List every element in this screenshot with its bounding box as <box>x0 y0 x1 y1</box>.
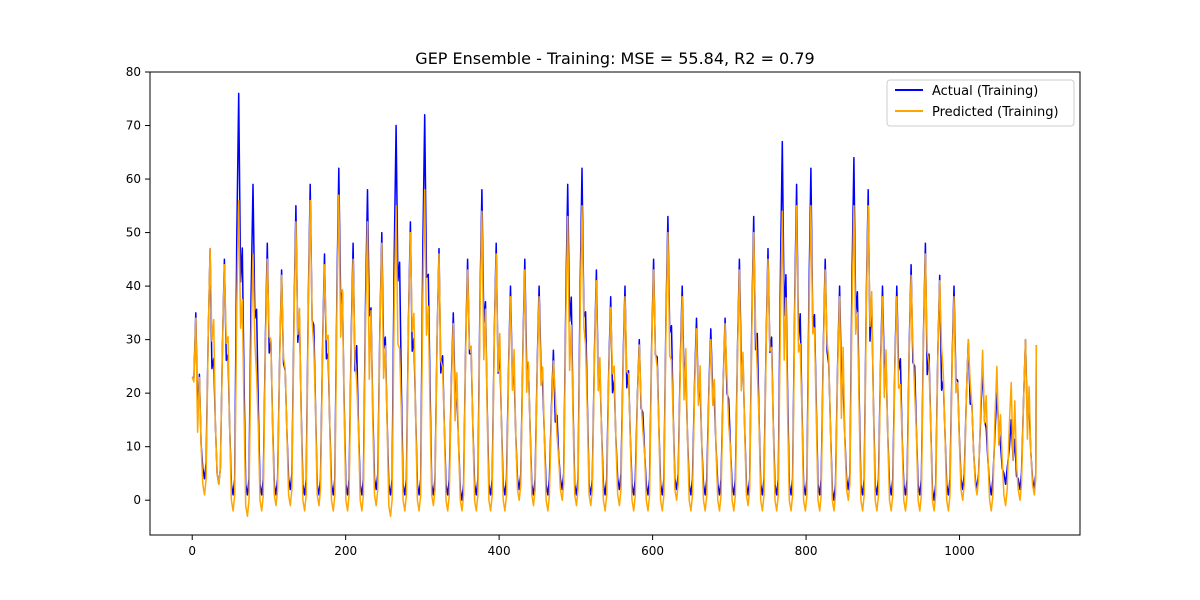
chart-title: GEP Ensemble - Training: MSE = 55.84, R2… <box>415 49 814 68</box>
x-tick-label: 0 <box>188 544 196 558</box>
y-tick-label: 80 <box>126 65 141 79</box>
legend-label-actual: Actual (Training) <box>932 84 1038 99</box>
x-tick-label: 1000 <box>944 544 975 558</box>
y-tick-label: 0 <box>133 493 141 507</box>
legend: Actual (Training) Predicted (Training) <box>886 79 1075 127</box>
x-axis-ticks: 0 200 400 600 800 1000 <box>188 535 975 558</box>
y-tick-label: 50 <box>126 226 141 240</box>
plot-area <box>149 71 1081 536</box>
axes-frame <box>149 71 1081 536</box>
x-tick-label: 400 <box>488 544 511 558</box>
series-layer <box>191 92 1038 518</box>
y-tick-label: 40 <box>126 279 141 293</box>
y-tick-label: 60 <box>126 172 141 186</box>
x-tick-label: 600 <box>641 544 664 558</box>
legend-label-predicted: Predicted (Training) <box>932 105 1059 120</box>
x-tick-label: 200 <box>334 544 357 558</box>
y-tick-label: 10 <box>126 440 141 454</box>
x-tick-label: 800 <box>795 544 818 558</box>
y-tick-label: 70 <box>126 119 141 133</box>
series-line-predicted <box>191 189 1038 518</box>
y-tick-label: 20 <box>126 386 141 400</box>
y-tick-label: 30 <box>126 333 141 347</box>
y-axis-ticks: 0 10 20 30 40 50 60 70 80 <box>126 65 150 507</box>
legend-box <box>886 79 1075 127</box>
